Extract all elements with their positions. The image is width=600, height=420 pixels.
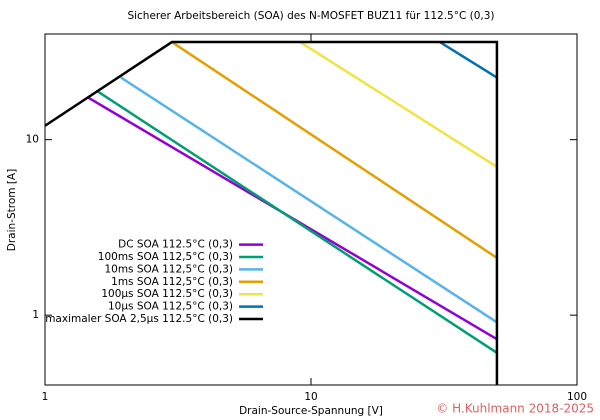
legend-label: DC SOA 112.5°C (0,3) xyxy=(118,239,233,251)
chart-title: Sicherer Arbeitsbereich (SOA) des N-MOSF… xyxy=(127,10,494,22)
x-tick-label: 10 xyxy=(304,391,317,403)
series-line xyxy=(120,76,498,324)
legend-label: maximaler SOA 2,5µs 112.5°C (0,3) xyxy=(45,313,233,325)
y-tick-label: 1 xyxy=(32,309,39,321)
x-axis-label: Drain-Source-Spannung [V] xyxy=(239,405,383,417)
y-axis-label: Drain-Strom [A] xyxy=(6,169,18,251)
legend-label: 100µs SOA 112.5°C (0,3) xyxy=(101,288,233,300)
x-tick-label: 1 xyxy=(42,391,49,403)
series-line xyxy=(171,40,498,259)
series-line xyxy=(299,40,498,168)
legend-label: 10µs SOA 112,5°C (0,3) xyxy=(108,301,233,313)
series-line xyxy=(44,40,499,385)
y-tick-label: 10 xyxy=(26,134,39,146)
legend-label: 100ms SOA 112,5°C (0,3) xyxy=(98,251,233,263)
x-tick-label: 100 xyxy=(567,391,587,403)
series-line xyxy=(97,90,498,354)
legend-label: 1ms SOA 112,5°C (0,3) xyxy=(111,276,233,288)
series-line xyxy=(439,40,498,79)
watermark: © H.Kuhlmann 2018-2025 xyxy=(436,402,594,416)
legend-label: 10ms SOA 112,5°C (0,3) xyxy=(104,263,233,275)
